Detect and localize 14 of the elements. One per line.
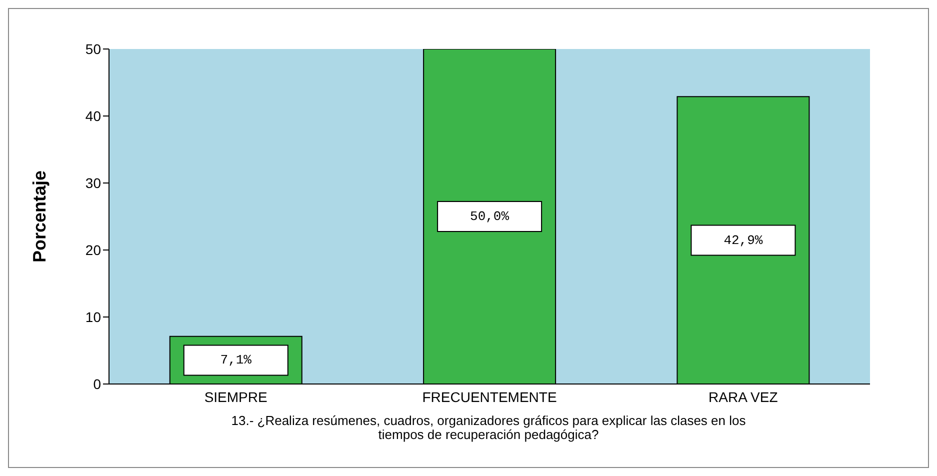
- y-tick-label: 50: [85, 40, 102, 57]
- y-axis-title: Porcentaje: [29, 170, 50, 263]
- y-tick-label: 0: [93, 376, 102, 392]
- x-tick-label: RARA VEZ: [708, 388, 778, 405]
- data-label: 7,1%: [220, 352, 252, 368]
- x-axis-title: 13.- ¿Realiza resúmenes, cuadros, organizadores gráficos para explicar las clases en los tiempos de recuperación pedagógica?: [230, 413, 747, 442]
- x-tick-label: FRECUENTEMENTE: [422, 388, 557, 405]
- data-label: 42,9%: [724, 232, 763, 248]
- data-label: 50,0%: [470, 209, 510, 224]
- y-tick-label: 30: [85, 174, 102, 191]
- y-tick-label: 40: [85, 108, 102, 124]
- y-tick-label: 20: [85, 242, 102, 258]
- y-tick-label: 10: [85, 308, 102, 325]
- x-tick-label: SIEMPRE: [204, 388, 268, 405]
